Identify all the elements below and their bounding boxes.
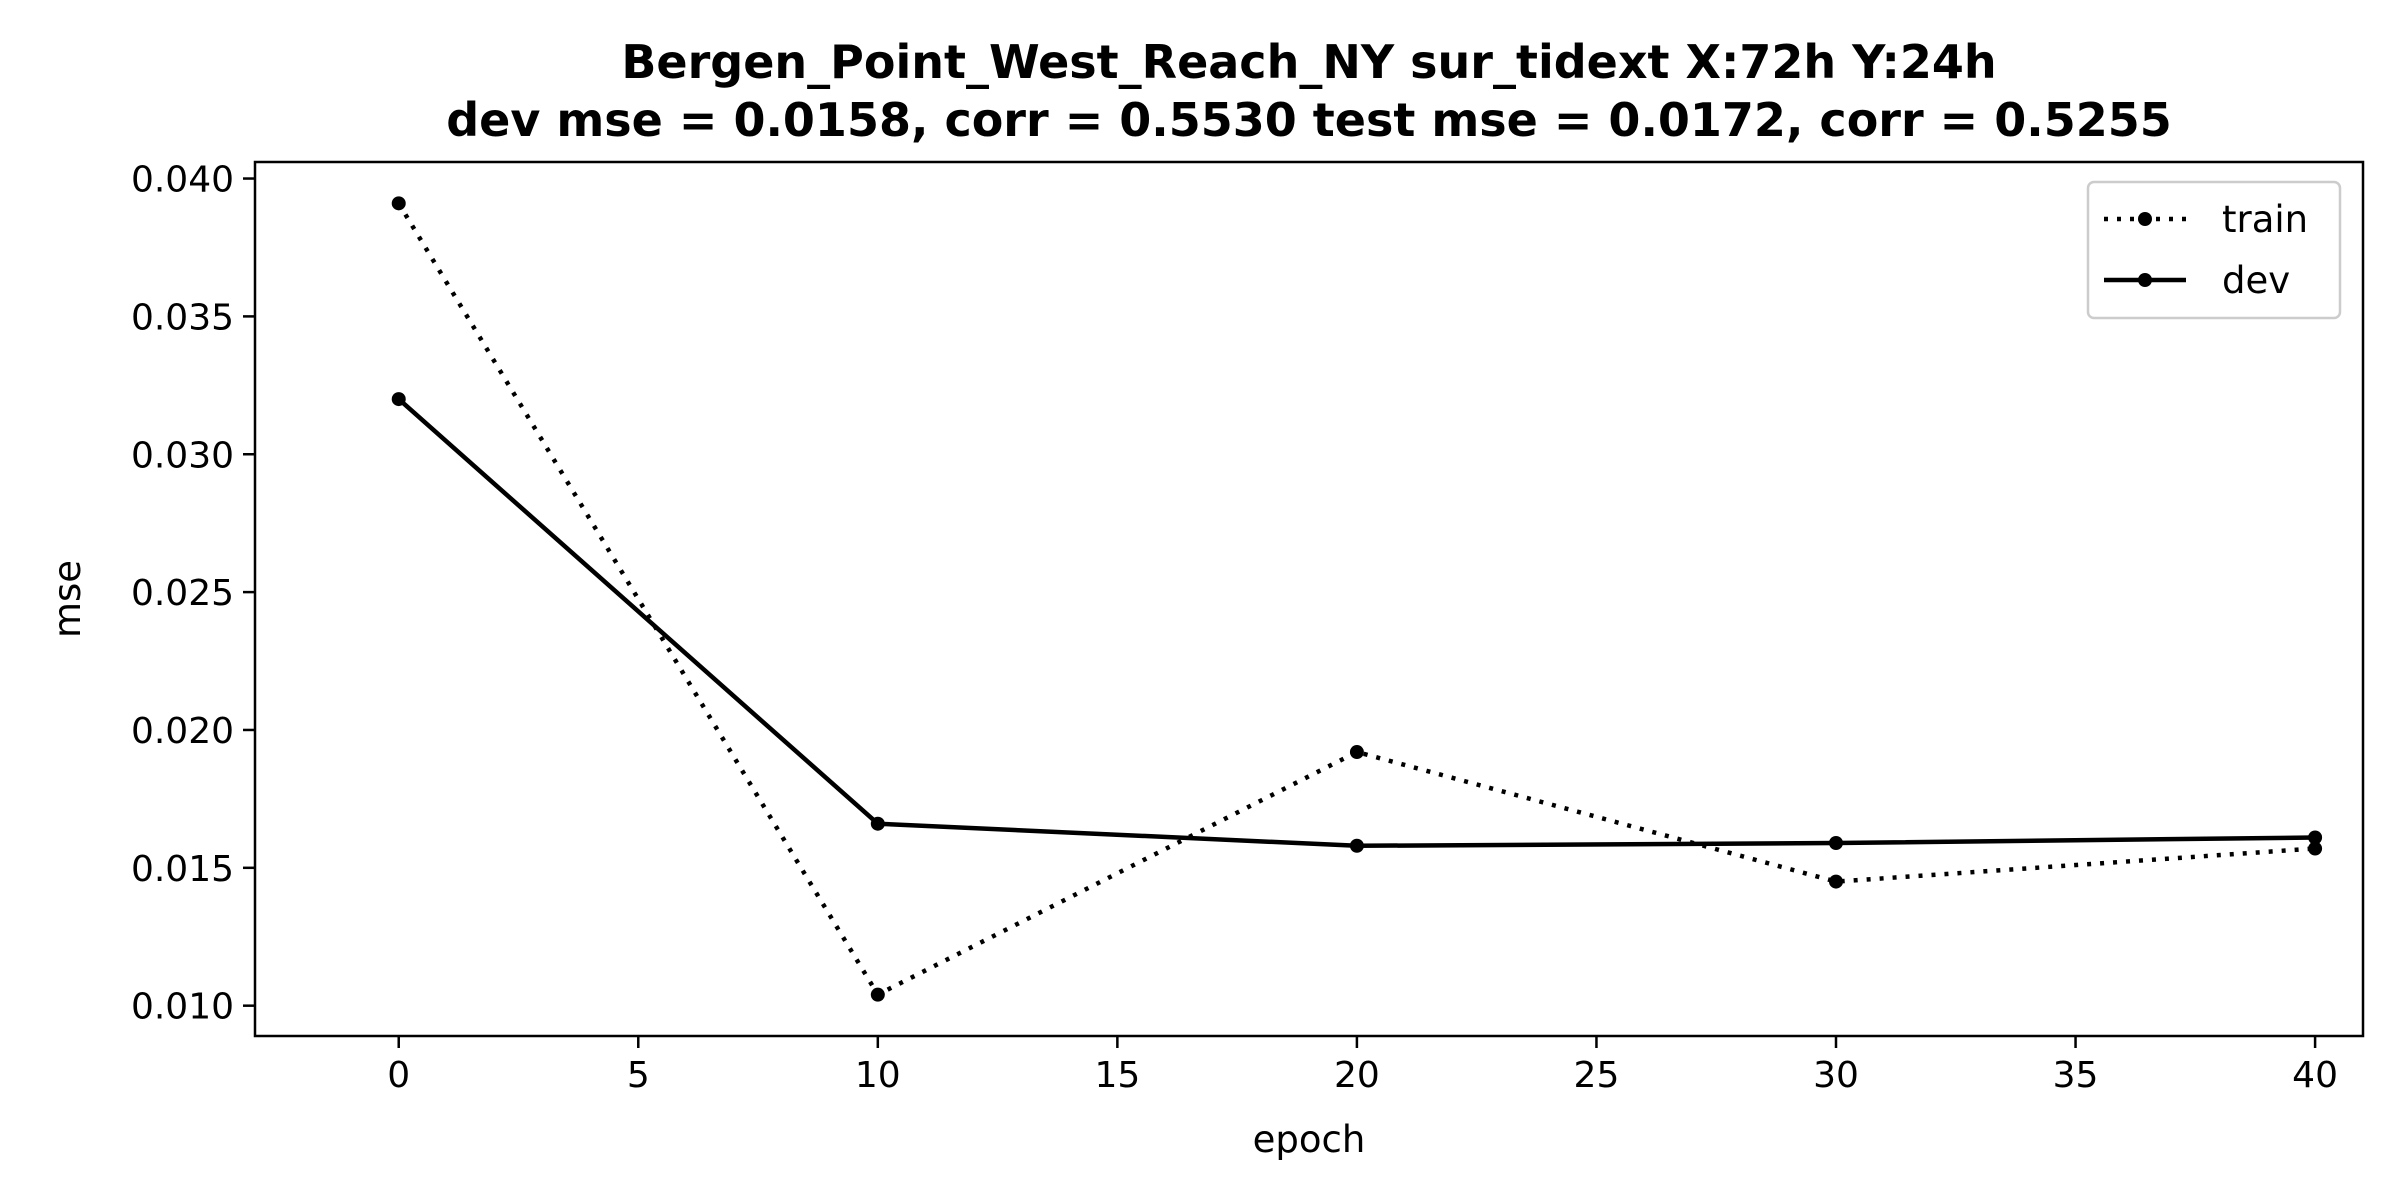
data-point-train bbox=[2308, 841, 2323, 856]
x-tick-label: 15 bbox=[1094, 1055, 1140, 1096]
series-layer bbox=[391, 196, 2323, 1002]
x-tick-label: 5 bbox=[627, 1055, 650, 1096]
legend-train-label: train bbox=[2222, 198, 2308, 241]
x-axis: 0 5 10 15 20 25 30 35 40 bbox=[387, 1036, 2338, 1096]
data-point-dev bbox=[870, 816, 885, 831]
legend-dev-marker bbox=[2138, 273, 2152, 287]
x-tick-label: 20 bbox=[1334, 1055, 1380, 1096]
x-tick-label: 10 bbox=[855, 1055, 901, 1096]
y-tick-label: 0.040 bbox=[131, 160, 234, 201]
y-tick-label: 0.025 bbox=[131, 573, 234, 614]
legend-dev-label: dev bbox=[2222, 259, 2290, 302]
data-point-dev bbox=[1349, 838, 1364, 853]
y-tick-label: 0.015 bbox=[131, 849, 234, 890]
data-point-train bbox=[870, 987, 885, 1002]
plot-area bbox=[253, 160, 2365, 1038]
series-line-train bbox=[396, 202, 2316, 997]
y-tick-label: 0.010 bbox=[131, 987, 234, 1028]
y-tick-label: 0.020 bbox=[131, 711, 234, 752]
x-axis-label: epoch bbox=[1253, 1118, 1366, 1161]
chart-title-line-2: dev mse = 0.0158, corr = 0.5530 test mse… bbox=[446, 93, 2172, 147]
data-point-dev bbox=[2308, 830, 2323, 845]
chart-title-line-1: Bergen_Point_West_Reach_NY sur_tidext X:… bbox=[621, 35, 1996, 89]
series-line-dev bbox=[397, 397, 2316, 849]
x-tick-label: 0 bbox=[387, 1055, 410, 1096]
data-point-train bbox=[391, 196, 406, 211]
data-point-dev bbox=[1829, 836, 1843, 851]
y-tick-label: 0.035 bbox=[131, 297, 234, 338]
x-tick-label: 25 bbox=[1574, 1055, 1620, 1096]
y-axis: 0.010 0.015 0.020 0.025 0.030 0.035 0.040 bbox=[131, 160, 255, 1028]
y-tick-label: 0.030 bbox=[131, 435, 234, 476]
x-tick-label: 40 bbox=[2292, 1055, 2338, 1096]
y-axis-label: mse bbox=[46, 560, 89, 638]
x-tick-label: 35 bbox=[2053, 1055, 2099, 1096]
legend-train-marker bbox=[2138, 212, 2152, 226]
x-tick-label: 30 bbox=[1813, 1055, 1859, 1096]
legend: train dev bbox=[2086, 180, 2342, 320]
data-point-train bbox=[1829, 874, 1843, 889]
data-point-train bbox=[1349, 745, 1364, 760]
data-point-dev bbox=[391, 392, 406, 407]
